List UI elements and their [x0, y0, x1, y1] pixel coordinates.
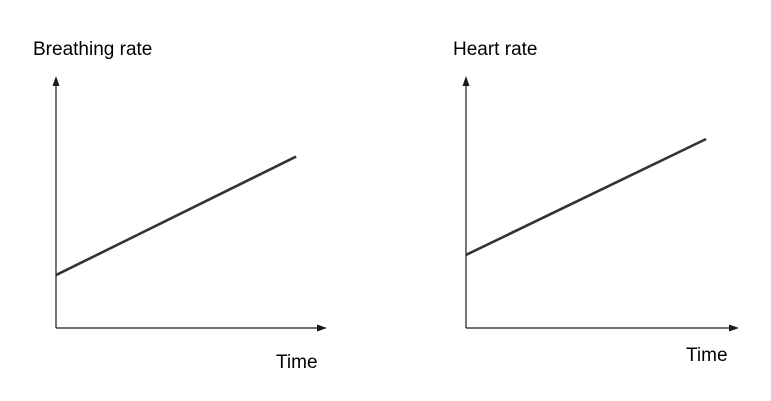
x-axis-arrow	[729, 324, 739, 332]
y-axis-arrow	[462, 76, 470, 86]
y-axis-label: Breathing rate	[33, 39, 152, 60]
series-layer	[55, 155, 297, 277]
x-axis-arrow	[317, 324, 327, 332]
y-axis-arrow	[52, 76, 60, 86]
y-axis-label: Heart rate	[453, 39, 537, 60]
series-layer	[465, 137, 707, 257]
x-axis-label: Time	[686, 345, 728, 366]
x-axis-label: Time	[276, 352, 318, 373]
heart-rate-chart: Heart rate Time	[453, 39, 739, 366]
series-line	[465, 137, 707, 257]
breathing-rate-chart: Breathing rate Time	[33, 39, 327, 373]
series-line	[55, 155, 297, 277]
